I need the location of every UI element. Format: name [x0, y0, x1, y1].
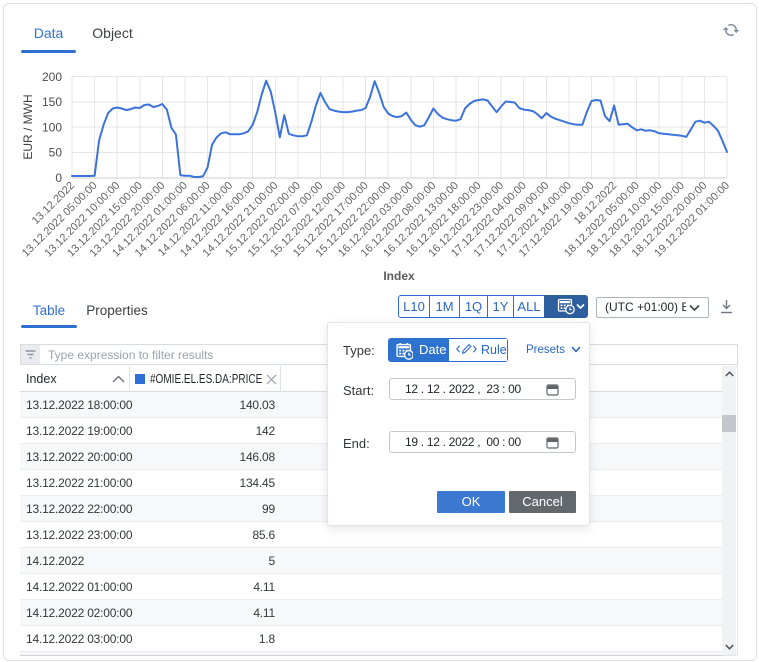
svg-text:50: 50	[49, 146, 63, 160]
svg-text:200: 200	[42, 70, 62, 84]
svg-text:0: 0	[55, 171, 62, 185]
svg-text:150: 150	[42, 95, 62, 109]
svg-text:100: 100	[42, 120, 62, 134]
svg-text:EUR / MWH: EUR / MWH	[21, 94, 35, 159]
svg-text:Index: Index	[383, 269, 415, 283]
